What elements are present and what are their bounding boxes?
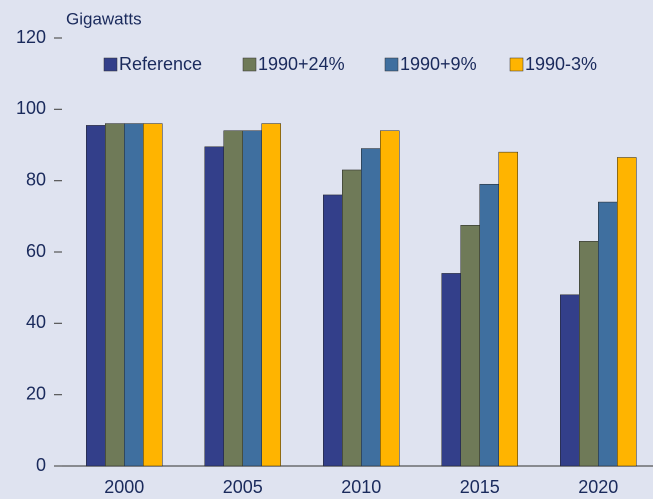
bar — [560, 294, 580, 467]
y-tick-label: 20 — [26, 383, 46, 403]
bar — [460, 225, 480, 467]
y-tick-label: 60 — [26, 241, 46, 261]
bar — [204, 146, 224, 467]
legend-label: 1990+24% — [258, 54, 345, 74]
bar — [323, 194, 343, 467]
legend-swatch — [103, 57, 118, 72]
bar — [380, 130, 400, 467]
y-tick-label: 100 — [16, 98, 46, 118]
y-tick-label: 80 — [26, 169, 46, 189]
legend-label: 1990+9% — [400, 54, 477, 74]
x-tick-label: 2005 — [223, 477, 263, 497]
bar — [617, 157, 637, 467]
legend-label: Reference — [119, 54, 202, 74]
bar — [579, 241, 599, 467]
x-tick-label: 2010 — [341, 477, 381, 497]
bar — [143, 123, 163, 467]
bar — [86, 125, 106, 467]
bar — [124, 123, 144, 467]
bar — [242, 130, 262, 467]
legend-swatch — [509, 57, 524, 72]
x-tick-label: 2000 — [104, 477, 144, 497]
bar — [441, 273, 461, 467]
bar — [261, 123, 281, 467]
bar — [598, 201, 618, 467]
bar — [342, 169, 362, 467]
y-tick-label: 40 — [26, 312, 46, 332]
bar — [361, 148, 381, 467]
bar — [479, 183, 499, 467]
bar — [498, 151, 518, 467]
y-tick-label: 0 — [36, 455, 46, 475]
legend-swatch — [242, 57, 257, 72]
legend-swatch — [384, 57, 399, 72]
legend-label: 1990-3% — [525, 54, 597, 74]
y-tick-label: 120 — [16, 27, 46, 47]
x-tick-label: 2015 — [460, 477, 500, 497]
bar — [105, 123, 125, 467]
bar — [223, 130, 243, 467]
x-tick-label: 2020 — [578, 477, 618, 497]
y-axis-label: Gigawatts — [66, 9, 142, 28]
